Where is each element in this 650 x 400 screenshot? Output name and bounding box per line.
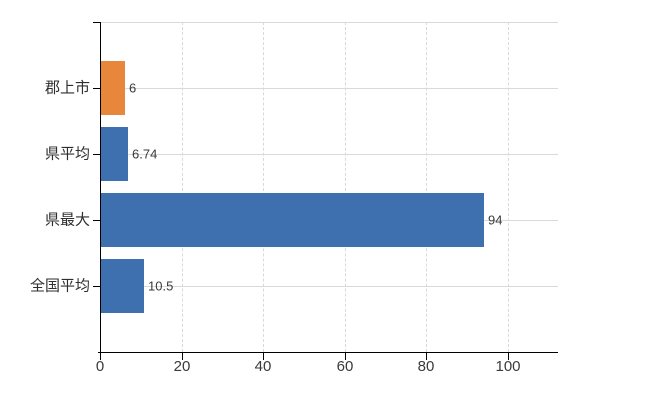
horizontal-gridline [100, 88, 558, 89]
bar-2 [101, 193, 484, 247]
y-axis-line [100, 22, 101, 352]
y-axis-tick [93, 22, 100, 23]
bar-0 [101, 61, 125, 115]
x-tick-label: 40 [254, 358, 272, 375]
x-axis-tick [182, 353, 183, 360]
x-axis-tick [345, 353, 346, 360]
x-axis-tick [508, 353, 509, 360]
x-tick-label: 0 [95, 358, 105, 375]
bar-value-label: 6 [129, 80, 137, 96]
x-tick-label: 80 [417, 358, 435, 375]
bar-value-label: 6.74 [132, 146, 158, 162]
horizontal-gridline [100, 286, 558, 287]
y-axis-tick [93, 88, 100, 89]
bar-3 [101, 259, 144, 313]
category-label: 郡上市 [44, 79, 90, 97]
x-tick-label: 60 [336, 358, 354, 375]
x-tick-label: 100 [495, 358, 521, 375]
category-label: 全国平均 [29, 277, 90, 295]
horizontal-gridline [100, 154, 558, 155]
y-axis-tick [93, 154, 100, 155]
plot-area: 6 6.74 94 10.5 [100, 22, 558, 352]
category-label: 県最大 [44, 211, 90, 229]
x-axis-tick [426, 353, 427, 360]
x-tick-label: 20 [173, 358, 191, 375]
x-axis-line [98, 352, 558, 353]
y-axis-tick [93, 220, 100, 221]
horizontal-gridline [100, 22, 558, 23]
x-axis-tick [263, 353, 264, 360]
bar-value-label: 10.5 [148, 278, 174, 294]
bar-value-label: 94 [488, 212, 503, 228]
vertical-gridline [426, 22, 427, 352]
bar-1 [101, 127, 128, 181]
vertical-gridline [182, 22, 183, 352]
y-axis-tick [93, 286, 100, 287]
vertical-gridline [263, 22, 264, 352]
vertical-gridline [345, 22, 346, 352]
vertical-gridline [508, 22, 509, 352]
category-label: 県平均 [44, 145, 90, 163]
x-axis-tick [100, 353, 101, 360]
